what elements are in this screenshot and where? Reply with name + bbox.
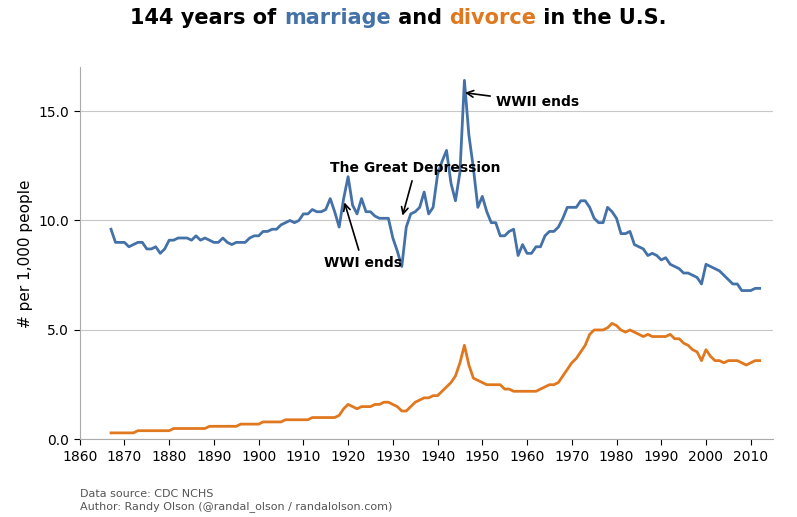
Text: The Great Depression: The Great Depression <box>330 161 501 214</box>
Text: Data source: CDC NCHS
Author: Randy Olson (@randal_olson / randalolson.com): Data source: CDC NCHS Author: Randy Olso… <box>80 489 392 512</box>
Text: marriage: marriage <box>284 8 391 28</box>
Text: and: and <box>391 8 449 28</box>
Text: in the U.S.: in the U.S. <box>536 8 666 28</box>
Text: 144 years of: 144 years of <box>131 8 284 28</box>
Text: divorce: divorce <box>449 8 536 28</box>
Text: WWII ends: WWII ends <box>467 90 579 109</box>
Text: WWI ends: WWI ends <box>324 204 402 269</box>
Y-axis label: # per 1,000 people: # per 1,000 people <box>18 179 33 328</box>
